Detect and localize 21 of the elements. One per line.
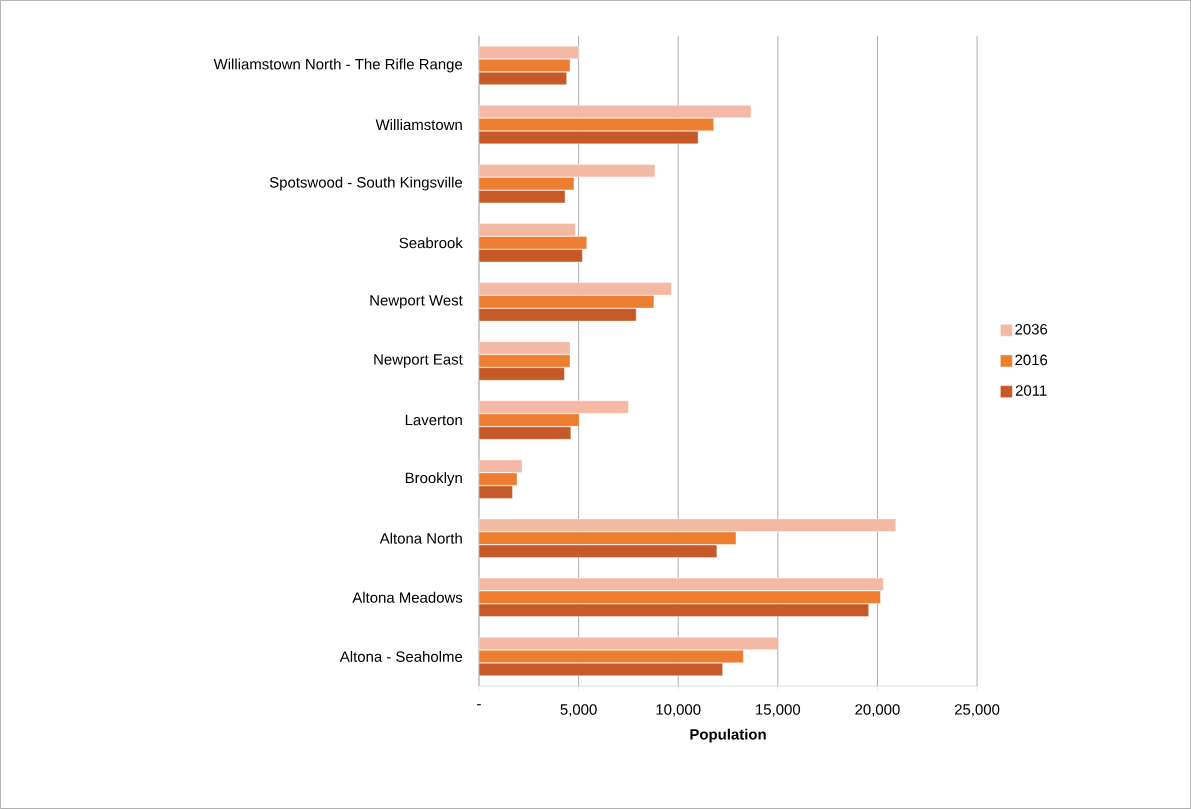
y-tick-label: Altona North	[379, 532, 462, 544]
y-tick-label: Spotswood - South Kingsville	[269, 176, 463, 191]
y-tick-label: Williamstown North - The Rifle Range	[213, 58, 463, 73]
x-axis-title: Population	[690, 728, 766, 743]
y-tick-label: Williamstown	[375, 119, 462, 131]
y-tick-label: Newport East	[374, 354, 463, 368]
legend-label: 2016	[1015, 354, 1048, 366]
x-tick-label: 20,000	[855, 704, 900, 717]
y-tick-label: Seabrook	[399, 237, 463, 249]
legend-label: 2036	[1015, 323, 1048, 335]
legend-label: 2011	[1015, 385, 1047, 396]
y-tick-label: Altona - Seaholme	[339, 651, 463, 662]
y-tick-label: Laverton	[405, 414, 462, 426]
y-tick-label: Altona Meadows	[352, 591, 463, 603]
x-tick-label: 25,000	[954, 704, 1000, 717]
x-tick-label: 10,000	[656, 704, 701, 717]
x-tick-label: -	[477, 704, 481, 706]
y-tick-label: Brooklyn	[405, 472, 462, 487]
x-tick-label: 15,000	[756, 704, 801, 717]
y-tick-label: Newport West	[370, 295, 463, 309]
x-tick-label: 5,000	[560, 704, 597, 717]
